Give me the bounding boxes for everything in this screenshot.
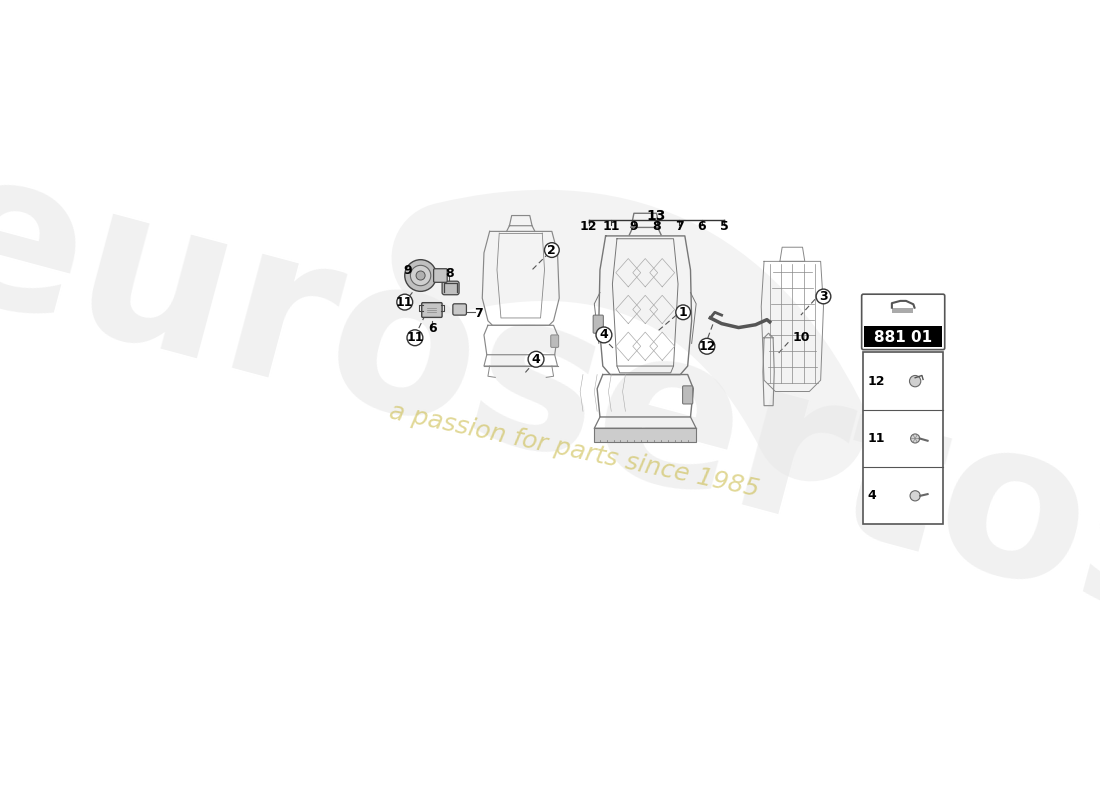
- Text: 13: 13: [647, 209, 667, 222]
- Circle shape: [910, 375, 921, 386]
- Text: 11: 11: [396, 296, 414, 309]
- FancyBboxPatch shape: [453, 304, 466, 315]
- Circle shape: [911, 434, 920, 443]
- Text: 8: 8: [446, 267, 454, 280]
- Text: 9: 9: [404, 265, 412, 278]
- Circle shape: [816, 289, 831, 304]
- Text: 10: 10: [792, 331, 810, 344]
- FancyBboxPatch shape: [594, 428, 696, 442]
- FancyBboxPatch shape: [551, 335, 559, 347]
- FancyArrowPatch shape: [447, 246, 811, 426]
- Text: 6: 6: [697, 220, 706, 233]
- Circle shape: [397, 294, 412, 310]
- Text: 881 01: 881 01: [874, 330, 933, 345]
- Text: 11: 11: [603, 220, 620, 233]
- Text: 4: 4: [600, 329, 608, 342]
- Bar: [892, 308, 913, 314]
- Text: eurosertos: eurosertos: [0, 130, 1100, 670]
- Circle shape: [596, 327, 612, 343]
- Circle shape: [544, 242, 559, 258]
- Circle shape: [405, 260, 437, 291]
- Circle shape: [910, 490, 921, 501]
- Text: 9: 9: [629, 220, 638, 233]
- FancyBboxPatch shape: [861, 294, 945, 350]
- Text: 3: 3: [820, 290, 828, 303]
- FancyBboxPatch shape: [442, 281, 459, 294]
- Text: 12: 12: [698, 340, 716, 353]
- FancyBboxPatch shape: [433, 269, 448, 282]
- Text: 4: 4: [531, 353, 540, 366]
- Text: 8: 8: [652, 220, 661, 233]
- Circle shape: [407, 330, 422, 346]
- Text: 2: 2: [548, 243, 557, 257]
- FancyBboxPatch shape: [421, 302, 442, 318]
- Bar: [864, 353, 943, 525]
- FancyBboxPatch shape: [683, 386, 693, 404]
- Bar: [865, 326, 942, 347]
- Text: 11: 11: [406, 331, 424, 344]
- FancyBboxPatch shape: [593, 315, 604, 334]
- Text: 11: 11: [868, 432, 886, 445]
- Text: 12: 12: [580, 220, 597, 233]
- Text: 4: 4: [868, 490, 877, 502]
- Circle shape: [528, 351, 543, 367]
- Text: 7: 7: [474, 307, 483, 320]
- Text: 12: 12: [868, 374, 886, 388]
- Text: a passion for parts since 1985: a passion for parts since 1985: [387, 400, 761, 502]
- Text: 5: 5: [720, 220, 729, 233]
- Circle shape: [410, 266, 431, 286]
- Text: 6: 6: [429, 322, 438, 334]
- Text: 7: 7: [674, 220, 683, 233]
- Circle shape: [675, 305, 691, 320]
- Text: 1: 1: [679, 306, 688, 318]
- Circle shape: [698, 338, 715, 354]
- Circle shape: [416, 271, 425, 280]
